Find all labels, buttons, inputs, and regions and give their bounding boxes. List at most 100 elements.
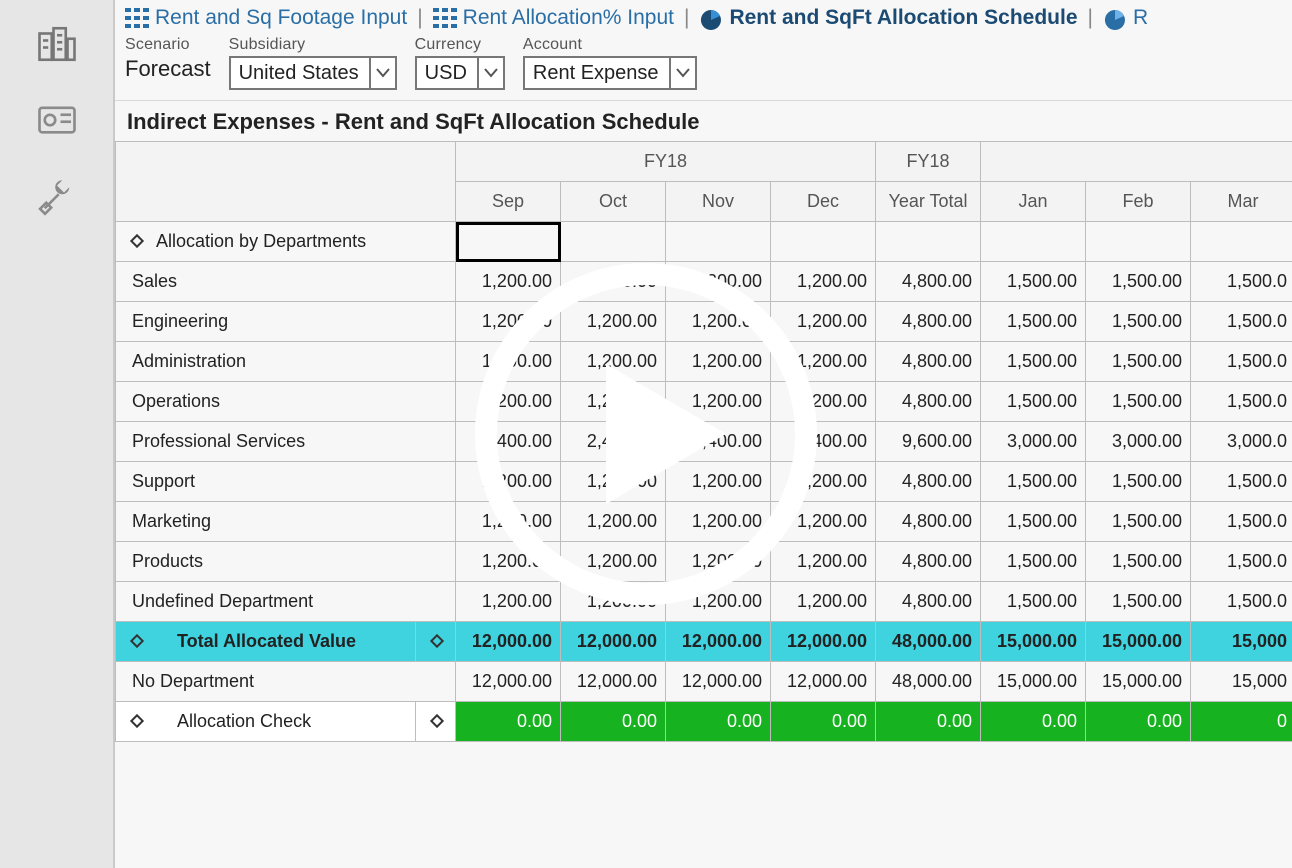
col-month[interactable]: Mar: [1191, 182, 1292, 222]
grid-cell[interactable]: 15,000.00: [1086, 662, 1191, 702]
grid-cell[interactable]: 1,500.00: [1086, 382, 1191, 422]
grid-cell[interactable]: 1,500.0: [1191, 542, 1292, 582]
row-label[interactable]: Products: [116, 542, 456, 582]
row-label[interactable]: Support: [116, 462, 456, 502]
col-month[interactable]: Sep: [456, 182, 561, 222]
grid-cell[interactable]: [771, 222, 876, 262]
expand-cell[interactable]: [416, 702, 456, 742]
grid-cell[interactable]: 4,800.00: [876, 502, 981, 542]
tab-rent-sq-footage-input[interactable]: Rent and Sq Footage Input: [125, 6, 407, 30]
col-month[interactable]: Jan: [981, 182, 1086, 222]
col-month[interactable]: Dec: [771, 182, 876, 222]
grid-cell[interactable]: 1,500.00: [1086, 582, 1191, 622]
grid-cell[interactable]: 1,200.00: [666, 462, 771, 502]
grid-cell[interactable]: 0.00: [666, 702, 771, 742]
row-label[interactable]: Professional Services: [116, 422, 456, 462]
grid-cell[interactable]: 12,000.00: [666, 622, 771, 662]
expand-toggle-icon[interactable]: [130, 234, 144, 248]
grid-cell[interactable]: 4,800.00: [876, 542, 981, 582]
grid-cell[interactable]: 1,200.00: [771, 462, 876, 502]
grid-cell[interactable]: 1,500.00: [981, 542, 1086, 582]
grid-cell[interactable]: 48,000.00: [876, 622, 981, 662]
grid-cell[interactable]: 2,400.00: [561, 422, 666, 462]
grid-cell[interactable]: 2,400.00: [771, 422, 876, 462]
grid-cell[interactable]: [561, 222, 666, 262]
grid-cell[interactable]: 1,500.00: [1086, 462, 1191, 502]
grid-cell[interactable]: 4,800.00: [876, 582, 981, 622]
grid-cell[interactable]: 1,500.00: [981, 342, 1086, 382]
col-year-total[interactable]: Year Total: [876, 182, 981, 222]
grid-cell[interactable]: 15,000.00: [1086, 622, 1191, 662]
col-month[interactable]: Nov: [666, 182, 771, 222]
grid-cell[interactable]: 1,500.00: [981, 582, 1086, 622]
grid-cell[interactable]: 1,200.00: [771, 582, 876, 622]
grid-cell[interactable]: 12,000.00: [456, 662, 561, 702]
grid-cell[interactable]: 1,200.00: [456, 302, 561, 342]
grid-cell[interactable]: 1,500.0: [1191, 262, 1292, 302]
grid-cell[interactable]: 4,800.00: [876, 262, 981, 302]
grid-cell[interactable]: 1,200.00: [456, 462, 561, 502]
row-label[interactable]: Sales: [116, 262, 456, 302]
grid-cell[interactable]: 1,200.00: [666, 342, 771, 382]
grid-cell[interactable]: [1191, 222, 1292, 262]
grid-cell[interactable]: 1,500.0: [1191, 582, 1292, 622]
grid-cell[interactable]: 0.00: [561, 702, 666, 742]
grid-cell[interactable]: 1,200.00: [771, 342, 876, 382]
grid-cell[interactable]: 1,200.00: [666, 502, 771, 542]
grid-cell[interactable]: 4,800.00: [876, 342, 981, 382]
expand-cell[interactable]: [416, 622, 456, 662]
grid-cell[interactable]: 1,500.00: [981, 502, 1086, 542]
row-label[interactable]: Allocation Check: [116, 702, 416, 742]
row-label[interactable]: Administration: [116, 342, 456, 382]
section-header[interactable]: Allocation by Departments: [116, 222, 456, 262]
grid-cell[interactable]: 1,200.00: [561, 582, 666, 622]
grid-cell[interactable]: 1,200.00: [456, 542, 561, 582]
grid-cell[interactable]: 1,200.00: [561, 262, 666, 302]
sidebar-id-card-icon[interactable]: [28, 96, 86, 144]
expand-toggle-icon[interactable]: [430, 714, 444, 728]
grid-cell[interactable]: 0.00: [1086, 702, 1191, 742]
account-select[interactable]: Rent Expense: [523, 56, 697, 90]
grid-cell[interactable]: 1,200.00: [456, 382, 561, 422]
grid-cell[interactable]: 1,200.00: [771, 382, 876, 422]
grid-cell[interactable]: 1,500.0: [1191, 382, 1292, 422]
expand-toggle-icon[interactable]: [130, 634, 144, 648]
tab-rent-sqft-allocation-schedule[interactable]: Rent and SqFt Allocation Schedule: [699, 6, 1077, 30]
grid-cell[interactable]: 1,200.00: [561, 382, 666, 422]
grid-cell[interactable]: 1,500.00: [1086, 502, 1191, 542]
grid-cell[interactable]: 15,000: [1191, 662, 1292, 702]
row-label[interactable]: Marketing: [116, 502, 456, 542]
grid-cell[interactable]: 3,000.0: [1191, 422, 1292, 462]
grid-cell[interactable]: [981, 222, 1086, 262]
grid-cell[interactable]: 1,200.00: [561, 502, 666, 542]
grid-cell[interactable]: 4,800.00: [876, 382, 981, 422]
grid-cell[interactable]: 0: [1191, 702, 1292, 742]
grid-cell[interactable]: 15,000.00: [981, 622, 1086, 662]
grid-cell[interactable]: 1,200.00: [456, 582, 561, 622]
grid-cell[interactable]: 1,500.0: [1191, 342, 1292, 382]
grid-cell[interactable]: 1,500.0: [1191, 462, 1292, 502]
grid-cell[interactable]: 1,500.0: [1191, 302, 1292, 342]
grid-cell[interactable]: 1,200.00: [771, 262, 876, 302]
tab-rent-allocation-pct-input[interactable]: Rent Allocation% Input: [433, 6, 674, 30]
grid-cell[interactable]: [1086, 222, 1191, 262]
grid-cell[interactable]: 2,400.00: [666, 422, 771, 462]
grid-cell[interactable]: 15,000: [1191, 622, 1292, 662]
grid-cell[interactable]: 0.00: [771, 702, 876, 742]
grid-cell[interactable]: 1,200.00: [666, 302, 771, 342]
col-month[interactable]: Oct: [561, 182, 666, 222]
grid-cell[interactable]: 48,000.00: [876, 662, 981, 702]
grid-cell[interactable]: 1,200.00: [561, 542, 666, 582]
grid-cell[interactable]: 1,500.00: [981, 462, 1086, 502]
grid-cell[interactable]: 1,200.00: [666, 262, 771, 302]
row-label[interactable]: No Department: [116, 662, 456, 702]
grid-cell[interactable]: 4,800.00: [876, 462, 981, 502]
grid-cell[interactable]: 1,500.00: [1086, 342, 1191, 382]
grid-cell[interactable]: 1,500.00: [1086, 302, 1191, 342]
grid-cell[interactable]: [666, 222, 771, 262]
grid-cell[interactable]: 12,000.00: [771, 622, 876, 662]
grid-cell[interactable]: 1,200.00: [456, 262, 561, 302]
grid-cell[interactable]: 12,000.00: [561, 622, 666, 662]
grid-cell[interactable]: 1,200.00: [561, 462, 666, 502]
grid-cell[interactable]: 0.00: [981, 702, 1086, 742]
